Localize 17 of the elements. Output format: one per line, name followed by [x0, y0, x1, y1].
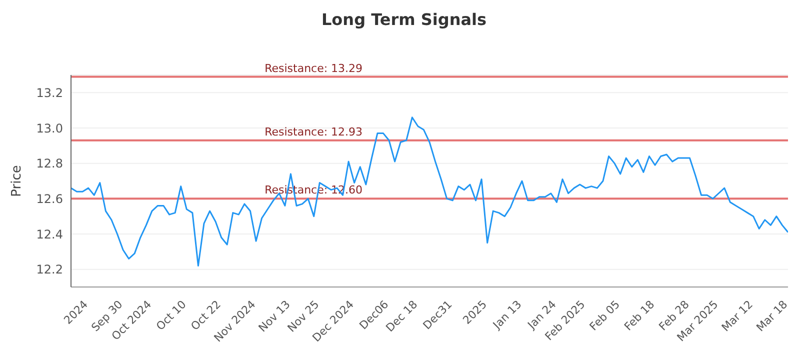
ref-line-label: Resistance: 13.29 [264, 62, 363, 75]
y-axis-title: Price [10, 165, 25, 197]
x-tick-label: Jan 13 [490, 298, 524, 332]
y-tick-label: 12.6 [36, 192, 63, 206]
y-tick-label: 12.8 [36, 156, 63, 171]
x-tick-label: Oct 10 [154, 298, 189, 333]
chart-title: Long Term Signals [320, 9, 488, 31]
ref-line-label: Resistance: 12.93 [264, 125, 363, 138]
line-series [71, 116, 788, 267]
y-tick-label: 13.0 [36, 121, 63, 136]
y-tick-label: 12.2 [36, 262, 63, 277]
x-tick-label: Feb 05 [587, 298, 622, 334]
y-tick-label: 13.2 [36, 86, 63, 100]
y-tick-label: 12.4 [36, 227, 63, 242]
x-tick-label: Mar 12 [719, 298, 756, 334]
x-tick-label: Feb 18 [622, 298, 658, 334]
x-tick-label: Mar 18 [754, 298, 790, 334]
